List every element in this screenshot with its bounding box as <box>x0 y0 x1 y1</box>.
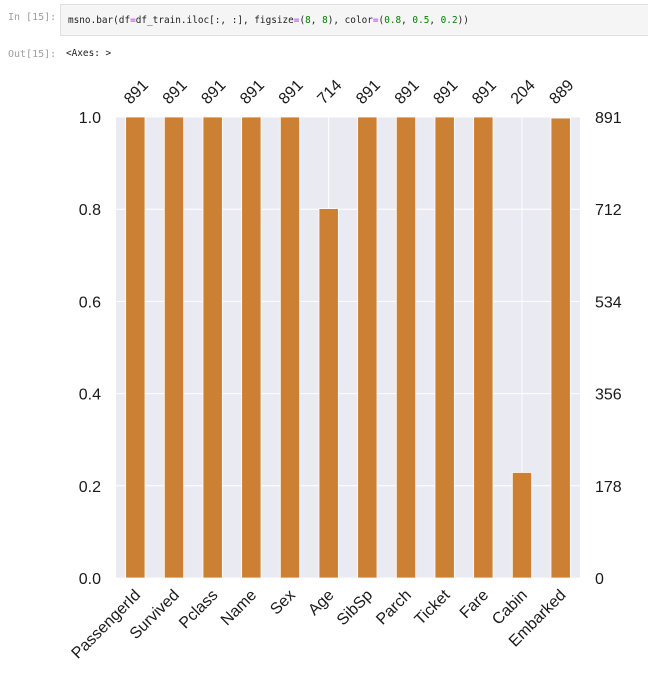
code-token: msno.bar(df <box>68 15 131 26</box>
left-tick-label: 1.0 <box>79 110 101 127</box>
left-tick-label: 0.2 <box>79 479 101 496</box>
bar-embarked <box>550 117 571 579</box>
category-label: SibSp <box>334 587 376 629</box>
count-label: 891 <box>160 77 191 108</box>
right-tick-label: 178 <box>595 479 622 496</box>
count-label: 889 <box>546 77 577 108</box>
count-label: 891 <box>392 77 423 108</box>
bar-passengerid <box>125 116 146 579</box>
category-label: Fare <box>457 587 492 622</box>
category-label: Parch <box>373 587 415 629</box>
bar-sibsp <box>357 116 378 579</box>
code-token: 8 <box>322 15 328 26</box>
left-tick-label: 0.8 <box>79 202 101 219</box>
count-label: 891 <box>353 77 384 108</box>
bar-name <box>241 116 262 579</box>
code-token: , <box>429 15 441 26</box>
category-label: Sex <box>267 587 299 619</box>
count-label: 204 <box>508 77 539 108</box>
left-tick-label: 0.4 <box>79 387 101 404</box>
left-tick-label: 0.0 <box>79 571 101 588</box>
code-token: 0.2 <box>440 15 458 26</box>
code-cell-input[interactable]: msno.bar(df=df_train.iloc[:, :], figsize… <box>60 4 648 36</box>
bar-cabin <box>511 472 533 579</box>
bar-parch <box>395 116 417 579</box>
bar-ticket <box>434 116 455 579</box>
code-token: ), color <box>327 15 373 26</box>
count-label: 891 <box>430 77 461 108</box>
count-label: 891 <box>198 77 229 108</box>
input-prompt: In [15]: <box>8 12 57 23</box>
code-token: )) <box>457 15 469 26</box>
left-axis-ticks: 0.0 0.2 0.4 0.6 0.8 1.0 <box>79 110 101 588</box>
category-label: Ticket <box>412 586 454 628</box>
code-token: , <box>310 15 323 26</box>
output-prompt: Out[15]: <box>8 49 57 60</box>
bars <box>125 116 571 579</box>
category-label: Name <box>218 587 260 629</box>
bar-pclass <box>202 116 223 579</box>
count-label: 714 <box>314 77 345 108</box>
code-token: 0.5 <box>412 15 430 26</box>
count-label: 891 <box>469 77 500 108</box>
left-tick-label: 0.6 <box>79 294 101 311</box>
code-token: = <box>293 15 300 26</box>
right-tick-label: 356 <box>595 387 622 404</box>
code-token: 0.8 <box>384 15 402 26</box>
bar-sex <box>279 116 301 579</box>
bar-survived <box>163 116 185 579</box>
right-tick-label: 891 <box>595 110 622 127</box>
plot-area <box>116 117 580 578</box>
code-token: 8 <box>305 15 311 26</box>
output-text: <Axes: > <box>66 48 112 59</box>
top-count-labels: 891 891 891 891 891 714 891 891 891 891 204 889 <box>121 77 577 108</box>
code-token: df_train.iloc[:, :], figsize <box>135 15 294 26</box>
code-token: = <box>130 15 136 26</box>
count-label: 891 <box>237 77 268 108</box>
count-label: 891 <box>121 77 152 108</box>
right-tick-label: 534 <box>595 294 622 311</box>
bar-fare <box>473 116 494 579</box>
bar-age <box>318 208 339 579</box>
code-token: ( <box>299 15 306 26</box>
right-tick-label: 0 <box>595 571 604 588</box>
right-tick-label: 712 <box>595 202 622 219</box>
code-token: ( <box>378 15 385 26</box>
category-label: Pclass <box>176 587 221 632</box>
category-label: Age <box>305 587 337 619</box>
count-label: 891 <box>276 77 307 108</box>
right-axis-ticks: 0 178 356 534 712 891 <box>595 110 622 588</box>
code-token: , <box>401 15 413 26</box>
code-token: = <box>372 15 379 26</box>
